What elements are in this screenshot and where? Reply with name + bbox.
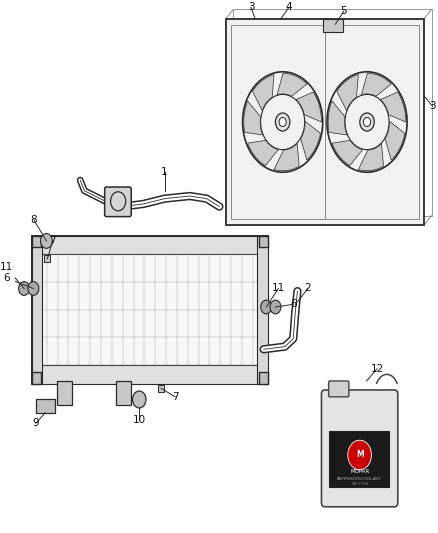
Polygon shape — [381, 92, 406, 122]
Text: 11: 11 — [272, 284, 285, 294]
FancyBboxPatch shape — [116, 381, 131, 405]
FancyBboxPatch shape — [32, 372, 41, 384]
Circle shape — [270, 300, 281, 314]
Polygon shape — [226, 19, 424, 225]
Circle shape — [41, 233, 53, 248]
Polygon shape — [252, 75, 274, 110]
Polygon shape — [332, 140, 363, 166]
Circle shape — [364, 117, 371, 126]
Circle shape — [360, 113, 374, 131]
Polygon shape — [258, 236, 268, 384]
Text: MS.9769: MS.9769 — [351, 481, 368, 486]
Polygon shape — [32, 236, 268, 254]
Text: 4: 4 — [286, 2, 292, 12]
FancyBboxPatch shape — [158, 385, 164, 392]
Text: 7: 7 — [49, 236, 56, 246]
Circle shape — [28, 281, 39, 295]
Text: 3: 3 — [429, 101, 436, 111]
FancyBboxPatch shape — [44, 255, 50, 262]
FancyBboxPatch shape — [323, 20, 343, 32]
Polygon shape — [361, 74, 391, 96]
Circle shape — [279, 117, 286, 126]
Circle shape — [18, 281, 30, 295]
FancyBboxPatch shape — [36, 400, 55, 413]
Text: 9: 9 — [32, 418, 39, 429]
FancyBboxPatch shape — [321, 390, 398, 507]
Polygon shape — [32, 236, 268, 384]
Polygon shape — [385, 121, 405, 160]
Text: ANTIFREEZE/COOLANT: ANTIFREEZE/COOLANT — [337, 477, 382, 481]
Text: 11: 11 — [0, 262, 13, 272]
Polygon shape — [32, 236, 42, 384]
Text: 2: 2 — [305, 284, 311, 294]
Text: 3: 3 — [248, 2, 254, 12]
Text: 12: 12 — [371, 364, 384, 374]
Polygon shape — [247, 140, 278, 166]
FancyBboxPatch shape — [258, 236, 268, 247]
Polygon shape — [296, 92, 321, 122]
FancyBboxPatch shape — [329, 431, 389, 487]
Text: M: M — [356, 450, 364, 459]
Polygon shape — [32, 365, 268, 384]
Text: 6: 6 — [290, 300, 297, 309]
Polygon shape — [244, 101, 263, 135]
Text: 6: 6 — [3, 273, 10, 283]
Text: 1: 1 — [161, 167, 168, 177]
Circle shape — [276, 113, 290, 131]
Text: 8: 8 — [31, 215, 37, 225]
Polygon shape — [358, 143, 384, 171]
Circle shape — [348, 440, 371, 470]
FancyBboxPatch shape — [258, 372, 268, 384]
Circle shape — [261, 300, 272, 314]
Polygon shape — [274, 143, 299, 171]
Polygon shape — [277, 74, 307, 96]
Text: 10: 10 — [133, 415, 146, 425]
FancyBboxPatch shape — [32, 236, 41, 247]
FancyBboxPatch shape — [328, 381, 349, 397]
Polygon shape — [337, 75, 358, 110]
Polygon shape — [301, 121, 321, 160]
Circle shape — [132, 391, 146, 408]
Text: 7: 7 — [172, 392, 178, 402]
Polygon shape — [328, 101, 347, 135]
FancyBboxPatch shape — [105, 187, 131, 216]
Text: MOPAR: MOPAR — [350, 470, 369, 474]
Text: 5: 5 — [340, 6, 347, 16]
FancyBboxPatch shape — [57, 381, 72, 405]
